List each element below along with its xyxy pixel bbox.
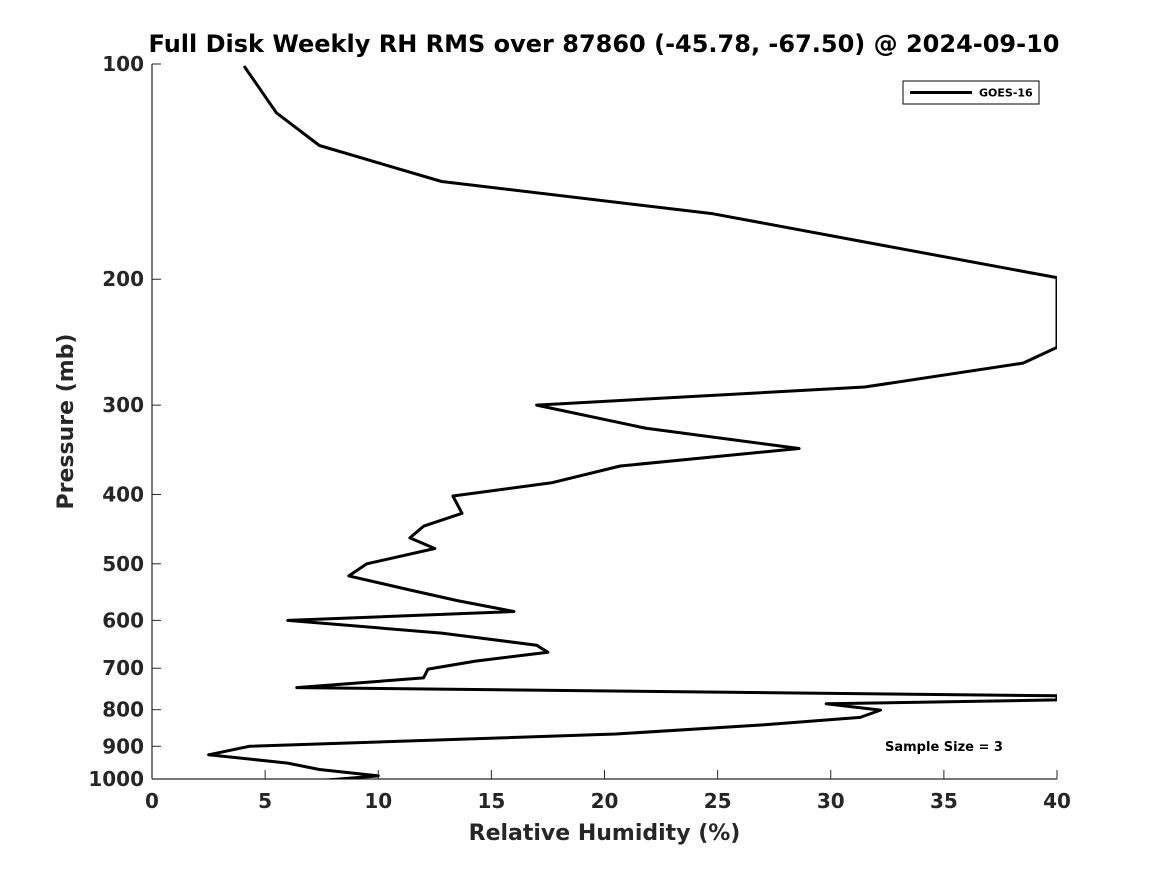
chart-title: Full Disk Weekly RH RMS over 87860 (-45.… (149, 30, 1060, 58)
legend-label: GOES-16 (979, 87, 1033, 100)
y-tick-label: 300 (102, 393, 144, 417)
x-tick-label: 15 (477, 789, 505, 813)
tick-labels: 0 5 10 15 20 25 30 35 40 100 200 300 400 500 600 700 800… (88, 52, 1071, 813)
x-axis-label: Relative Humidity (%) (469, 821, 741, 846)
axes (151, 63, 1058, 780)
legend: GOES-16 (902, 80, 1040, 105)
y-tick-label: 800 (102, 698, 144, 722)
x-tick-label: 20 (591, 789, 619, 813)
y-tick-label: 1000 (88, 767, 144, 791)
x-tick-label: 0 (145, 789, 159, 813)
x-tick-label: 40 (1043, 789, 1071, 813)
y-tick-label: 700 (102, 656, 144, 680)
series-line-goes-16 (207, 65, 1057, 779)
x-tick-label: 35 (930, 789, 958, 813)
series-layer (207, 65, 1057, 779)
x-tick-label: 25 (704, 789, 732, 813)
sample-size-annotation: Sample Size = 3 (885, 740, 1003, 755)
y-tick-label: 600 (102, 608, 144, 632)
y-tick-label: 100 (102, 52, 144, 76)
x-tick-label: 10 (364, 789, 392, 813)
y-tick-label: 900 (102, 734, 144, 758)
y-axis-label: Pressure (mb) (54, 334, 79, 510)
x-tick-label: 30 (817, 789, 845, 813)
x-tick-label: 5 (258, 789, 272, 813)
y-tick-label: 500 (102, 552, 144, 576)
y-tick-label: 200 (102, 267, 144, 291)
y-tick-label: 400 (102, 482, 144, 506)
